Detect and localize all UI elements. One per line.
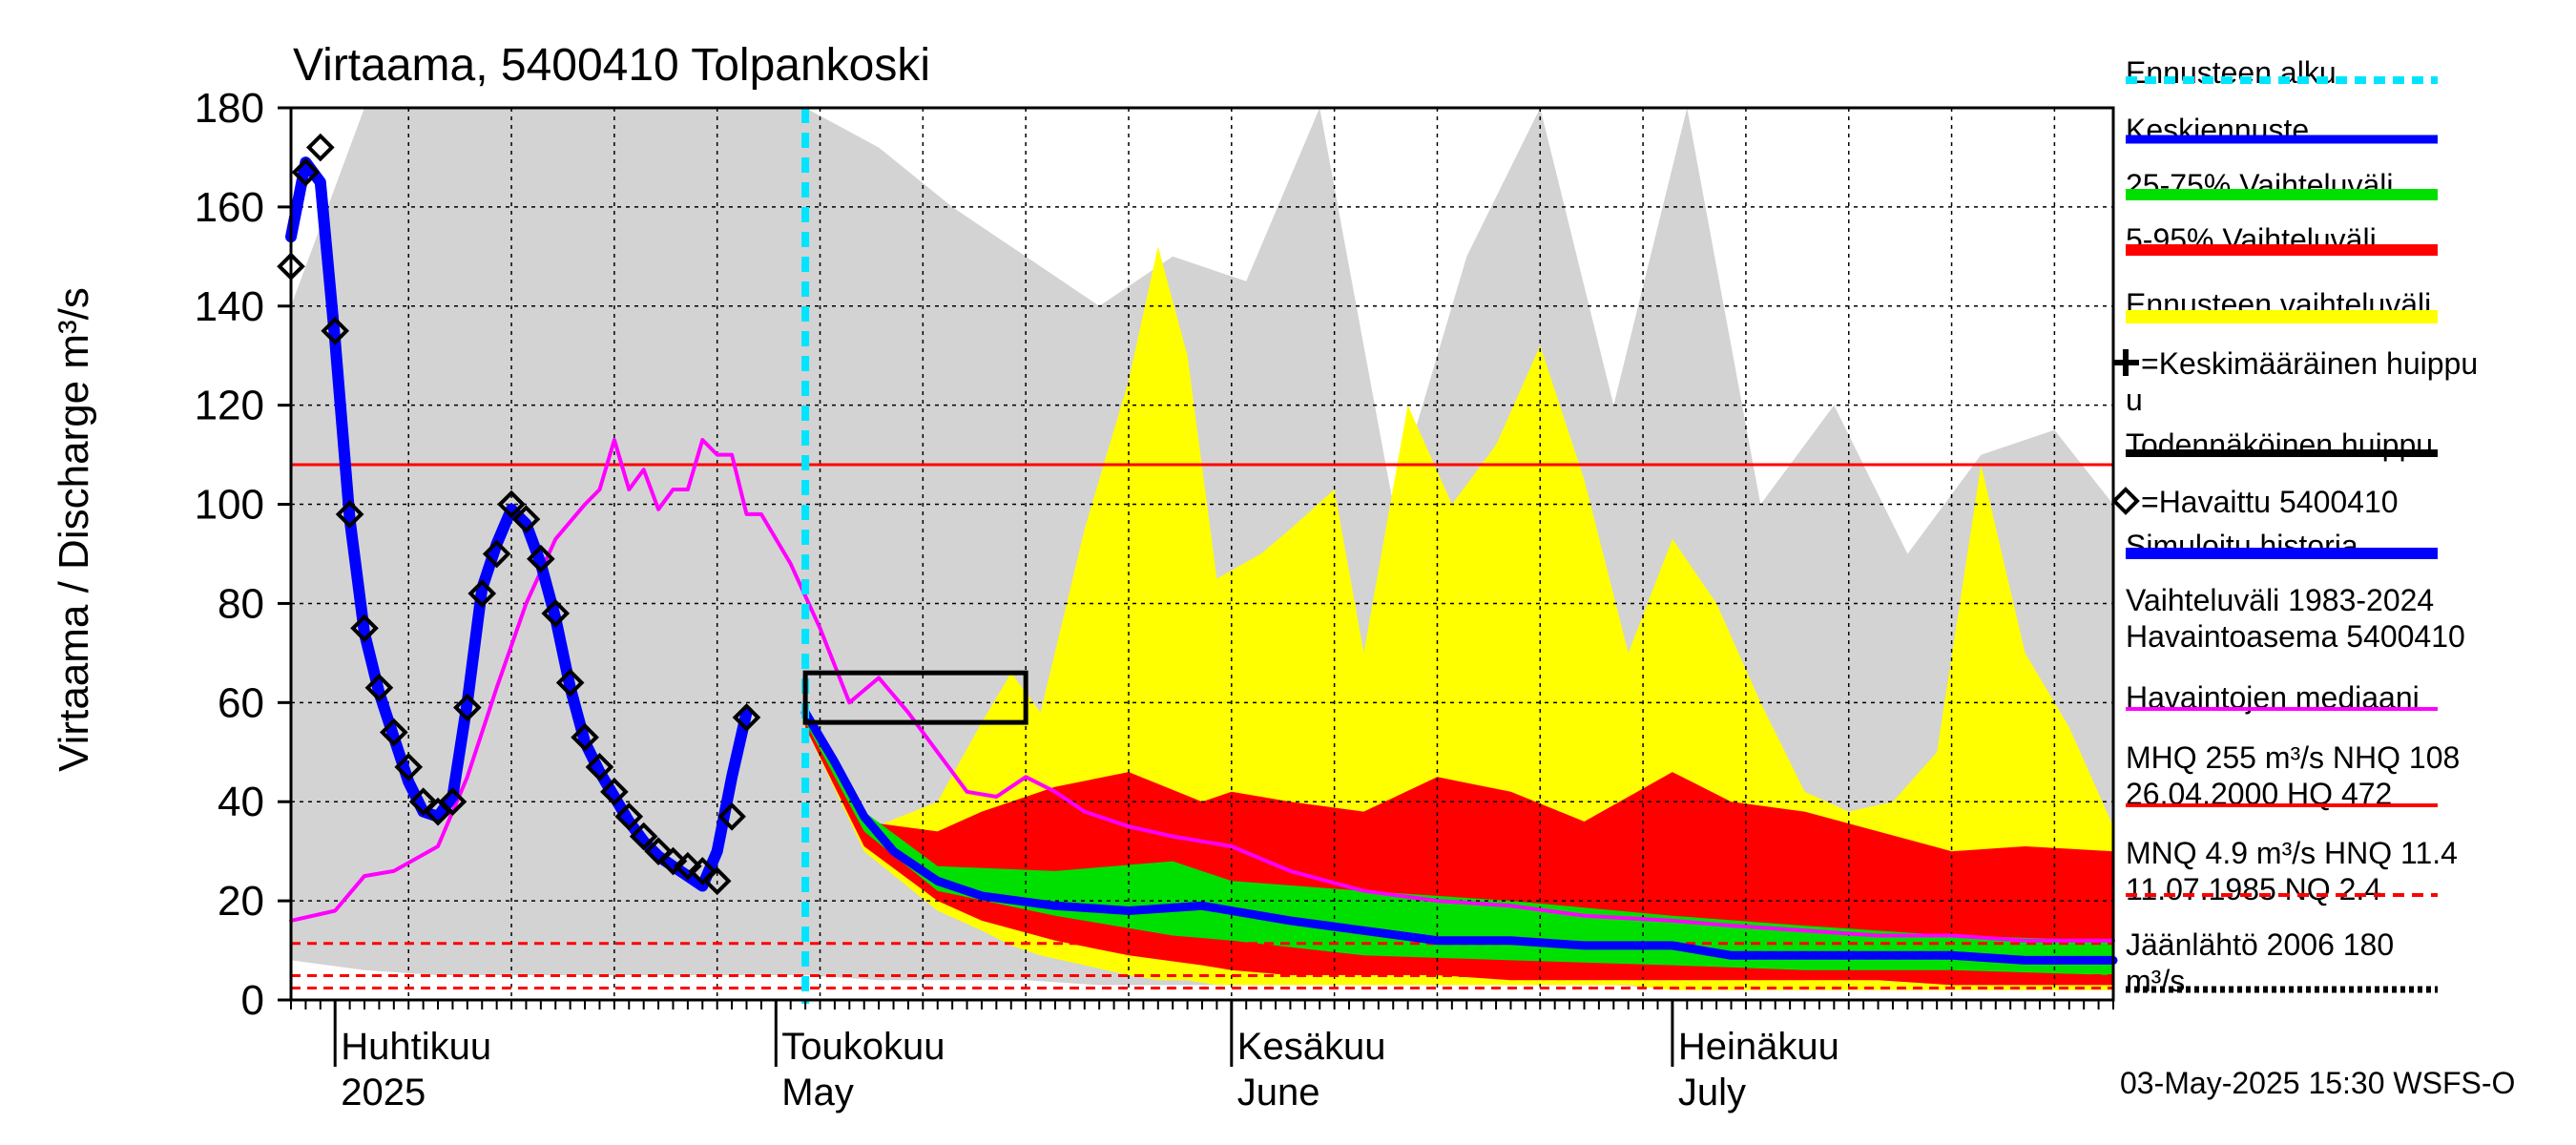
y-tick-label: 160 bbox=[195, 184, 264, 231]
y-tick-label: 140 bbox=[195, 283, 264, 330]
legend-label: Ennusteen alku bbox=[2126, 55, 2337, 90]
observed-point bbox=[658, 846, 688, 876]
observed-point bbox=[629, 822, 658, 851]
y-tick-label: 60 bbox=[218, 679, 264, 726]
observed-point bbox=[585, 753, 614, 781]
observed-point bbox=[497, 489, 526, 519]
observed-point bbox=[614, 802, 644, 831]
legend-label-2: m³/s bbox=[2126, 964, 2185, 998]
y-tick-label: 180 bbox=[195, 85, 264, 132]
legend-label: Vaihteluväli 1983-2024 bbox=[2126, 583, 2434, 617]
legend: Ennusteen alku Keskiennuste 25-75% Vaihtel… bbox=[2111, 55, 2478, 998]
y-tick-label: 120 bbox=[195, 383, 264, 429]
observed-point bbox=[350, 614, 379, 643]
band-layer bbox=[291, 108, 2113, 990]
legend-label-2: 11.07.1985 NQ 2.4 bbox=[2126, 872, 2381, 906]
month-label: Toukokuu bbox=[781, 1026, 945, 1068]
legend-item: Ennusteen vaihteluväli bbox=[2126, 287, 2438, 323]
legend-item: Simuloitu historia bbox=[2126, 529, 2438, 563]
legend-item: Havaintojen mediaani bbox=[2126, 680, 2438, 715]
month-sublabel: May bbox=[781, 1072, 854, 1114]
month-sublabel: July bbox=[1678, 1072, 1746, 1114]
observed-point bbox=[644, 837, 673, 865]
legend-item: Keskiennuste bbox=[2126, 113, 2438, 147]
legend-diamond-icon bbox=[2111, 487, 2140, 515]
observed-point bbox=[379, 718, 408, 747]
median-line bbox=[289, 438, 2115, 943]
observed-point bbox=[511, 505, 541, 533]
observed-point bbox=[291, 157, 321, 187]
month-label: Huhtikuu bbox=[341, 1026, 491, 1068]
observed-point bbox=[364, 673, 394, 702]
observed-point bbox=[571, 722, 599, 752]
month-sublabel: June bbox=[1237, 1072, 1320, 1114]
observed-point bbox=[438, 787, 467, 817]
legend-item: MNQ 4.9 m³/s HNQ 11.411.07.1985 NQ 2.4 bbox=[2126, 836, 2458, 906]
observed-point bbox=[732, 703, 761, 732]
y-tick-label: 20 bbox=[218, 878, 264, 925]
legend-label: Jäänlähtö 2006 180 bbox=[2126, 927, 2394, 962]
y-tick-label: 40 bbox=[218, 779, 264, 825]
legend-label-2: u bbox=[2126, 383, 2143, 417]
observed-point bbox=[541, 599, 571, 628]
chart-title: Virtaama, 5400410 Tolpankoski bbox=[293, 40, 930, 91]
observed-point bbox=[321, 316, 350, 345]
observed-point bbox=[408, 787, 438, 817]
observed-point bbox=[335, 500, 364, 529]
probable-peak-box bbox=[802, 670, 1028, 725]
month-label: Heinäkuu bbox=[1678, 1026, 1839, 1068]
observed-point bbox=[453, 693, 482, 722]
observed-point bbox=[674, 851, 702, 881]
y-axis-label: Virtaama / Discharge m³/s bbox=[51, 287, 97, 772]
month-sublabel: 2025 bbox=[341, 1072, 426, 1114]
legend-item: 25-75% Vaihteluväli bbox=[2126, 168, 2438, 202]
legend-label: MNQ 4.9 m³/s HNQ 11.4 bbox=[2126, 836, 2458, 870]
observed-point bbox=[717, 802, 746, 831]
observed-point bbox=[467, 579, 497, 608]
legend-item: =Havaittu 5400410 bbox=[2111, 485, 2399, 519]
forecast-mean-line bbox=[800, 708, 2118, 965]
observed-point bbox=[482, 539, 511, 569]
y-tick-label: 80 bbox=[218, 580, 264, 627]
y-tick-label: 0 bbox=[241, 977, 264, 1024]
footer-timestamp: 03-May-2025 15:30 WSFS-O bbox=[2120, 1066, 2515, 1100]
observed-point bbox=[305, 133, 335, 162]
month-label: Kesäkuu bbox=[1237, 1026, 1386, 1068]
observed-point bbox=[688, 857, 717, 885]
observed-point bbox=[394, 753, 424, 781]
legend-item: 5-95% Vaihteluväli bbox=[2126, 222, 2438, 257]
legend-plus-icon bbox=[2112, 349, 2139, 376]
legend-label: =Keskimääräinen huippu bbox=[2141, 346, 2478, 381]
legend-item: Vaihteluväli 1983-2024 Havaintoasema 540… bbox=[2126, 583, 2465, 654]
legend-label-2: Havaintoasema 5400410 bbox=[2126, 619, 2465, 654]
series-layer bbox=[277, 108, 2118, 1004]
legend-label: MHQ 255 m³/s NHQ 108 bbox=[2126, 740, 2460, 775]
y-tick-label: 100 bbox=[195, 482, 264, 529]
legend-item: Ennusteen alku bbox=[2126, 55, 2438, 90]
legend-label: =Havaittu 5400410 bbox=[2141, 485, 2399, 519]
observed-point bbox=[600, 778, 629, 806]
observed-point bbox=[555, 668, 585, 697]
legend-item: Todennäköinen huippu bbox=[2126, 427, 2438, 462]
observed-point bbox=[527, 544, 555, 573]
observed-point bbox=[702, 866, 732, 896]
